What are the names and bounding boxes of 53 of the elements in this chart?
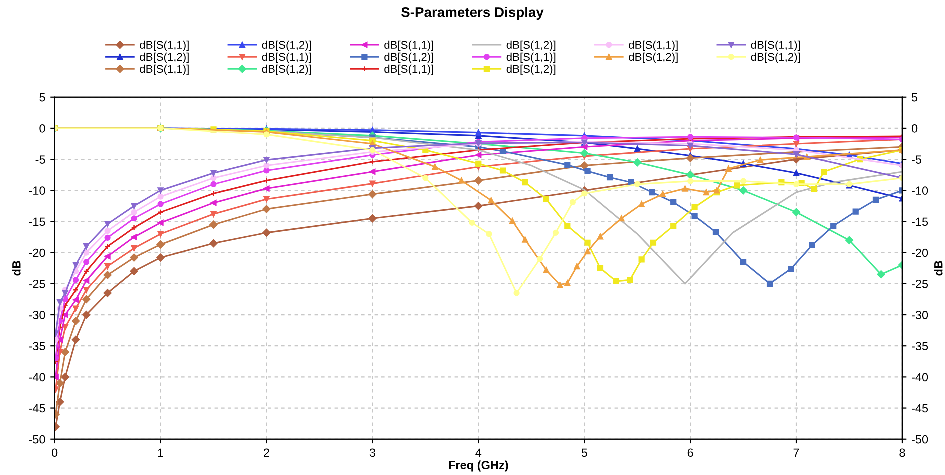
y2-tick-label: -20: [912, 248, 928, 258]
x-tick-label: 3: [370, 448, 376, 458]
legend-label: dB[S(1,2)]: [629, 52, 678, 64]
x-axis-title: Freq (GHz): [449, 460, 508, 472]
legend-label: dB[S(1,2)]: [262, 64, 312, 76]
legend-label: dB[S(1,1)]: [629, 40, 678, 52]
x-tick-label: 0: [52, 448, 58, 458]
y2-tick-label: -5: [912, 156, 922, 164]
y2-tick-label: 0: [912, 124, 918, 133]
y2-tick-label: -35: [912, 342, 928, 350]
legend-label: dB[S(1,1)]: [751, 40, 800, 52]
legend-label: dB[S(1,2)]: [140, 52, 189, 64]
y-tick-label: -20: [29, 248, 46, 258]
y-tick-label: -25: [29, 280, 46, 288]
legend-label: dB[S(1,2)]: [506, 40, 556, 52]
y-tick-label: -10: [29, 186, 46, 196]
y2-tick-label: -10: [912, 186, 928, 196]
legend-label: dB[S(1,2)]: [384, 52, 434, 64]
x-tick-label: 5: [582, 448, 588, 458]
y-tick-label: -35: [29, 342, 46, 350]
legend-label: dB[S(1,1)]: [384, 64, 434, 76]
legend-label: dB[S(1,2)]: [751, 52, 800, 64]
legend-label: dB[S(1,1)]: [140, 64, 189, 76]
x-tick-label: 2: [264, 448, 270, 457]
legend-label: dB[S(1,2)]: [506, 64, 556, 76]
legend-label: dB[S(1,2)]: [262, 40, 312, 52]
x-tick-label: 8: [900, 448, 906, 458]
y2-tick-label: -25: [912, 280, 928, 288]
y-tick-label: -5: [36, 156, 46, 164]
y-tick-label: -50: [29, 435, 46, 444]
y-tick-label: -30: [29, 311, 46, 320]
legend-label: dB[S(1,1)]: [262, 52, 312, 64]
legend-label: dB[S(1,1)]: [140, 40, 189, 52]
x-tick-label: 4: [476, 448, 482, 457]
x-tick-label: 7: [794, 448, 800, 457]
y2-tick-label: -45: [912, 404, 928, 413]
y2-tick-label: -30: [912, 311, 928, 320]
y2-axis-title: dB: [934, 261, 943, 276]
y-tick-label: -15: [29, 218, 46, 226]
y2-tick-label: -15: [912, 218, 928, 226]
legend-label: dB[S(1,1)]: [506, 52, 556, 64]
y-tick-label: -45: [29, 404, 46, 413]
y-tick-label: -40: [29, 373, 46, 382]
y-tick-label: 0: [40, 124, 46, 133]
y2-tick-label: 5: [912, 94, 918, 102]
y-tick-label: 5: [40, 94, 46, 102]
chart-title: S-Parameters Display: [401, 7, 544, 20]
y2-tick-label: -40: [912, 373, 928, 382]
legend-label: dB[S(1,1)]: [384, 40, 434, 52]
y2-tick-label: -50: [912, 435, 928, 444]
y-axis-title: dB: [12, 261, 21, 276]
x-tick-label: 1: [158, 448, 164, 457]
x-tick-label: 6: [688, 448, 694, 458]
